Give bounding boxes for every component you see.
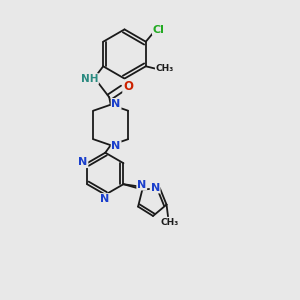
Text: CH₃: CH₃ bbox=[156, 64, 174, 73]
Text: O: O bbox=[123, 80, 133, 93]
Text: N: N bbox=[78, 157, 88, 167]
Text: CH₃: CH₃ bbox=[160, 218, 179, 226]
Text: N: N bbox=[151, 183, 160, 193]
Text: NH: NH bbox=[81, 74, 98, 84]
Text: N: N bbox=[112, 99, 121, 109]
Text: Cl: Cl bbox=[153, 25, 165, 35]
Text: N: N bbox=[137, 180, 146, 190]
Text: N: N bbox=[100, 194, 109, 204]
Text: N: N bbox=[112, 141, 121, 151]
